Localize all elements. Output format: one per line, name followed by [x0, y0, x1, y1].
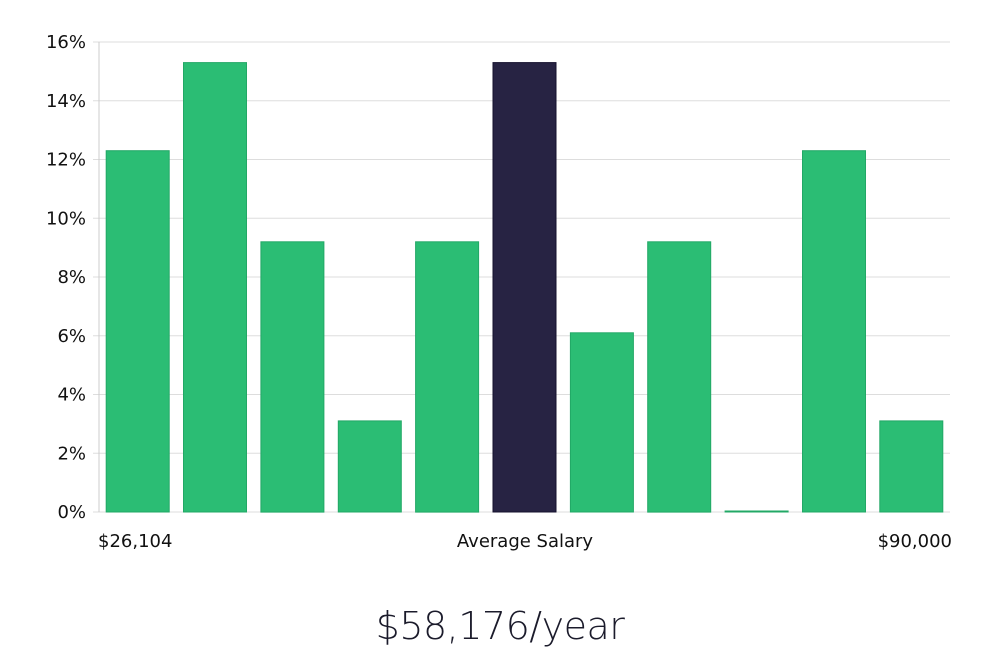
y-tick-label: 10% — [46, 208, 86, 229]
bar — [415, 241, 480, 513]
bar — [337, 420, 402, 513]
bar — [802, 150, 866, 513]
bar — [260, 241, 325, 513]
bar — [569, 332, 634, 513]
bar — [724, 510, 789, 513]
x-label-min: $26,104 — [98, 531, 172, 552]
y-tick-label: 14% — [46, 91, 86, 112]
y-tick-label: 16% — [46, 32, 86, 53]
y-tick-label: 4% — [57, 385, 86, 406]
bar — [879, 420, 944, 513]
average-salary-value: $58,176/year — [375, 604, 625, 648]
y-tick-label: 0% — [57, 502, 86, 523]
chart-svg: 0% 2% 4% 6% 8% 10% 12% 14% 16% $26,104 Average S… — [46, 32, 952, 552]
x-label-center: Average Salary — [457, 531, 594, 552]
bar — [647, 241, 712, 513]
y-tick-label: 6% — [57, 326, 86, 347]
bars — [105, 62, 944, 513]
y-tick-label: 12% — [46, 150, 86, 171]
bar — [183, 62, 247, 513]
y-axis-ticks: 0% 2% 4% 6% 8% 10% 12% 14% 16% — [46, 32, 86, 523]
bar — [105, 150, 170, 513]
y-tick-label: 8% — [57, 267, 86, 288]
salary-histogram: 0% 2% 4% 6% 8% 10% 12% 14% 16% $26,104 Average S… — [46, 32, 952, 552]
x-label-max: $90,000 — [878, 531, 952, 552]
bar-highlighted-average — [492, 62, 557, 513]
y-tick-label: 2% — [57, 443, 86, 464]
